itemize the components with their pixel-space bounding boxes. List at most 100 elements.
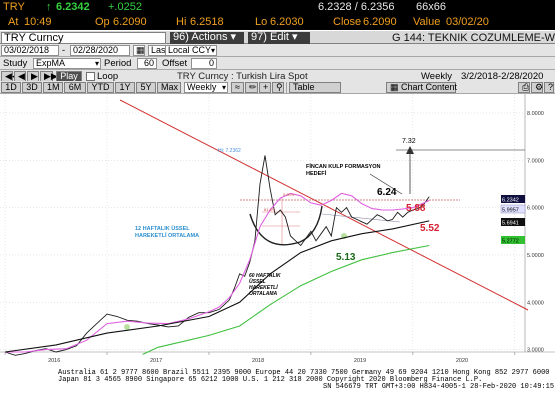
series-line-0 [4,155,430,356]
chart-axes: 3.0000 4.0000 5.0000 6.0000 7.0000 8.0000 2016… [0,94,555,364]
x-tick-label: 2019 [354,358,366,364]
actions-number: 96 [173,31,186,43]
period-1y-button[interactable]: 1Y [115,82,135,93]
period-1m-button[interactable]: 1M [43,82,63,93]
start-date-field[interactable]: 03/02/2018 [1,45,59,56]
quote-last: 6.2342 [56,1,90,13]
page-title: G 144: TEKNIK COZUMLEME-W1 [392,32,555,44]
y-tick-label: 4.0000 [527,300,544,306]
target-value-label: 7.32 [402,138,416,145]
print-icon[interactable]: ⎙ [518,82,530,93]
ema60-label-3: HAREKETLİ [249,284,278,291]
zoom-icon[interactable]: ⚲ [272,82,284,93]
badge-ema12: 5.9957 [502,208,519,214]
x-tick-label: 2018 [252,358,264,364]
date-range-readout: 3/2/2018-2/28/2020 [461,71,544,82]
quote-row-2: At 10:49 Op 6.2090 Hi 6.2518 Lo 6.2030 C… [0,15,555,30]
value-552-label: 5.52 [420,223,440,234]
quote-time: 10:49 [24,16,52,28]
badge-last: 6.2342 [502,198,519,204]
y-tick-label: 5.0000 [527,253,544,259]
badge-ema12-bg [500,204,526,214]
series-line-3 [142,244,430,355]
chart-content-button[interactable]: ▦ Chart Content [386,82,457,93]
price-chart[interactable]: 3.0000 4.0000 5.0000 6.0000 7.0000 8.0000 2016… [0,94,555,400]
quote-bid-ask-size: 66x66 [416,1,446,13]
date-range-dash: - [62,45,66,56]
y-tick-label: 6.0000 [527,206,544,212]
ema12-label-1: 12 HAFTALIK ÜSSEL [135,225,190,232]
date-toolbar: 03/02/2018 - 02/28/2020 ▦ Last Price Loc… [0,44,555,57]
end-date-field[interactable]: 02/28/2020 [70,45,130,56]
calendar-icon[interactable]: ▦ [133,45,145,56]
low-label: Lo [255,16,268,28]
badge-last-bg [501,195,525,203]
series-line-2 [5,220,430,353]
chevron-down-icon: ▾ [292,31,298,43]
period-label: Period [104,58,132,69]
edit-label: Edit [269,31,289,43]
resistance-trendline [119,99,529,311]
quote-ticker: TRY [3,1,25,13]
table-button[interactable]: Table [289,82,341,93]
pointer-line [369,173,403,195]
value-label: Value [413,16,441,28]
cursor-icon[interactable]: + [259,82,271,93]
line-chart-icon[interactable]: ≈ [231,82,244,93]
pattern-title-2: HEDEFİ [306,170,327,177]
actions-button[interactable]: 96) Actions ▾ [170,32,244,44]
footer-line-2: Japan 81 3 4565 8900 Singapore 65 6212 1… [58,376,482,384]
period-3d-button[interactable]: 3D [22,82,42,93]
ema60-label-2: ÜSSEL [249,278,266,285]
draw-tool-icon[interactable]: ✏ [245,82,258,93]
toolbar-divider [286,82,287,93]
period-ytd-button[interactable]: YTD [87,82,114,93]
quote-value-date: 03/02/20 [446,16,489,28]
study-label: Study [3,58,28,69]
loop-label: Loop [97,71,119,82]
series-line-1 [5,192,430,353]
quote-low: 6.2030 [270,16,304,28]
edit-button[interactable]: 97) Edit ▾ [248,32,310,44]
edit-number: 97 [251,31,264,43]
gear-icon[interactable]: ⚙ [531,82,543,93]
badge-ema60: 5.6941 [502,221,519,227]
y-tick-label: 7.0000 [527,158,544,164]
x-tick-label: 2016 [48,358,60,364]
period-5y-button[interactable]: 5Y [136,82,156,93]
chart-area[interactable]: 3.0000 4.0000 5.0000 6.0000 7.0000 8.0000 2016… [0,94,555,400]
low-marker [124,324,130,330]
currency-select[interactable]: Local CCY [165,45,217,56]
loop-checkbox[interactable] [86,72,95,81]
chevron-down-icon: ▾ [230,31,237,43]
chart-annotations [119,99,529,330]
ema12-label-2: HAREKETLİ ORTALAMA [135,232,199,239]
period-6m-button[interactable]: 6M [64,82,86,93]
ema60-label-1: 60 HAFTALIK [249,273,281,279]
x-tick-label: 2020 [456,358,468,364]
y-tick-label: 8.0000 [527,111,544,117]
offset-field[interactable]: 0 [191,58,217,69]
frequency-select[interactable]: Weekly [184,82,228,93]
title-bar: TRY Curncy 96) Actions ▾ 97) Edit ▾ G 14… [0,30,555,44]
frequency-readout: Weekly [421,71,452,82]
up-arrow-icon: ↑ [46,1,52,13]
value-588-label: 5.88 [406,203,426,214]
pattern-title-1: FİNCAN KULP FORMASYON [306,163,380,170]
study-toolbar: Study ExpMA Period 60 Offset 0 [0,57,555,70]
chart-footer: Australia 61 2 9777 8600 Brazil 5511 239… [58,369,554,391]
quote-open: 6.2090 [113,16,147,28]
value-624-label: 6.24 [377,187,397,198]
actions-label: Actions [191,31,228,43]
period-field[interactable]: 60 [137,58,157,69]
footer-line-1: Australia 61 2 9777 8600 Brazil 5511 239… [58,369,549,377]
ticker-box[interactable]: TRY Curncy [1,32,166,44]
y-tick-label: 3.0000 [527,348,544,354]
help-icon[interactable]: ? [544,82,554,93]
target-arrow-head [406,146,414,154]
study-select[interactable]: ExpMA [33,58,101,69]
chart-labels: Hi: 7.2362 7.32 FİNCAN KULP FORMASYON HE… [135,138,526,297]
period-1d-button[interactable]: 1D [1,82,21,93]
period-max-button[interactable]: Max [157,82,181,93]
badge-ema-long-bg [501,236,525,244]
